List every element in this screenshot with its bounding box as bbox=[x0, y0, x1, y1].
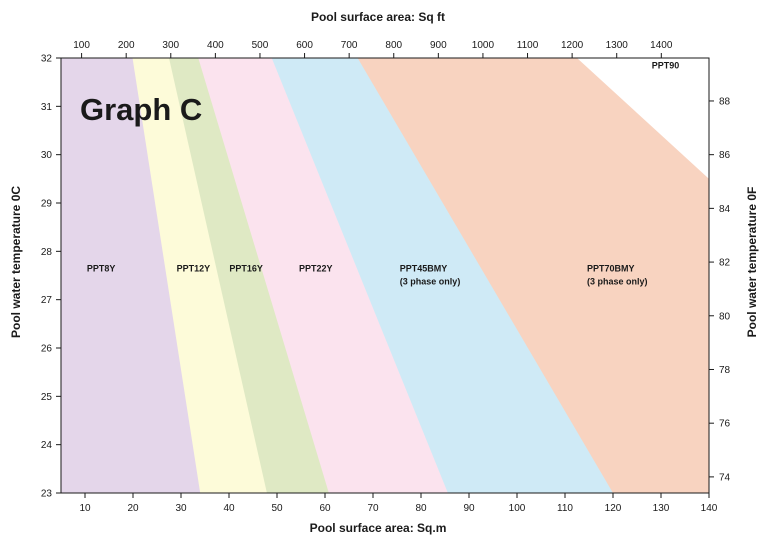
region-ppt90 bbox=[577, 58, 709, 179]
left-tick-label: 25 bbox=[41, 392, 53, 403]
top-tick-label: 100 bbox=[73, 40, 90, 51]
right-axis-title: Pool water temperature 0F bbox=[745, 187, 759, 338]
region-label-ppt8y: PPT8Y bbox=[87, 264, 116, 274]
right-tick-label: 82 bbox=[719, 258, 731, 269]
bottom-tick-label: 40 bbox=[223, 503, 235, 514]
left-axis-ticks: 23 24 25 26 27 28 29 30 31 32 bbox=[41, 54, 61, 500]
right-tick-label: 86 bbox=[719, 150, 731, 161]
top-tick-label: 600 bbox=[296, 40, 313, 51]
top-axis-ticks: 100 200 300 400 500 600 700 800 900 1000 1100 1200 1… bbox=[73, 40, 673, 58]
bottom-axis-ticks: 10 20 30 40 50 60 70 80 90 100 110 120 130 140 bbox=[79, 493, 718, 514]
left-tick-label: 32 bbox=[41, 54, 53, 65]
region-labels: PPT8Y PPT12Y PPT16Y PPT22Y PPT45BMY (3 phase … bbox=[87, 61, 679, 287]
right-tick-label: 80 bbox=[719, 311, 731, 322]
region-label-ppt90: PPT90 bbox=[652, 61, 680, 71]
bottom-tick-label: 60 bbox=[319, 503, 331, 514]
bottom-tick-label: 30 bbox=[175, 503, 187, 514]
left-tick-label: 26 bbox=[41, 344, 53, 355]
region-note-ppt70bmy: (3 phase only) bbox=[587, 277, 648, 287]
left-tick-label: 31 bbox=[41, 102, 53, 113]
bottom-tick-label: 10 bbox=[79, 503, 91, 514]
top-tick-label: 200 bbox=[118, 40, 135, 51]
region-note-ppt45bmy: (3 phase only) bbox=[400, 277, 461, 287]
chart-title: Graph C bbox=[80, 92, 202, 127]
region-fills bbox=[61, 58, 709, 493]
right-tick-label: 88 bbox=[719, 96, 731, 107]
right-tick-label: 84 bbox=[719, 204, 731, 215]
top-tick-label: 800 bbox=[385, 40, 402, 51]
left-tick-label: 28 bbox=[41, 247, 53, 258]
bottom-tick-label: 120 bbox=[605, 503, 622, 514]
plot-frame bbox=[60, 57, 710, 494]
bottom-tick-label: 70 bbox=[367, 503, 379, 514]
region-label-ppt45bmy: PPT45BMY bbox=[400, 264, 448, 274]
top-tick-label: 1300 bbox=[606, 40, 629, 51]
left-tick-label: 29 bbox=[41, 199, 53, 210]
top-tick-label: 700 bbox=[341, 40, 358, 51]
top-tick-label: 400 bbox=[207, 40, 224, 51]
right-tick-label: 74 bbox=[719, 472, 731, 483]
bottom-tick-label: 140 bbox=[701, 503, 718, 514]
top-tick-label: 1000 bbox=[472, 40, 495, 51]
bottom-tick-label: 50 bbox=[271, 503, 283, 514]
left-tick-label: 30 bbox=[41, 150, 53, 161]
region-label-ppt12y: PPT12Y bbox=[177, 264, 211, 274]
top-tick-label: 1200 bbox=[561, 40, 584, 51]
left-tick-label: 23 bbox=[41, 489, 53, 500]
top-axis-title: Pool surface area: Sq ft bbox=[311, 10, 445, 24]
left-axis-title: Pool water temperature 0C bbox=[9, 186, 23, 338]
left-tick-label: 27 bbox=[41, 295, 53, 306]
bottom-tick-label: 130 bbox=[653, 503, 670, 514]
region-label-ppt22y: PPT22Y bbox=[299, 264, 333, 274]
bottom-axis-title: Pool surface area: Sq.m bbox=[310, 521, 447, 535]
right-tick-label: 78 bbox=[719, 365, 731, 376]
bottom-tick-label: 20 bbox=[127, 503, 139, 514]
right-tick-label: 76 bbox=[719, 419, 731, 430]
bottom-tick-label: 90 bbox=[463, 503, 475, 514]
bottom-tick-label: 110 bbox=[557, 503, 573, 514]
top-tick-label: 900 bbox=[430, 40, 447, 51]
right-axis-ticks: 74 76 78 80 82 84 86 88 bbox=[709, 96, 731, 483]
bottom-tick-label: 80 bbox=[415, 503, 427, 514]
region-label-ppt16y: PPT16Y bbox=[229, 264, 263, 274]
top-tick-label: 300 bbox=[162, 40, 179, 51]
left-tick-label: 24 bbox=[41, 440, 53, 451]
top-tick-label: 1400 bbox=[650, 40, 673, 51]
top-tick-label: 500 bbox=[252, 40, 269, 51]
region-label-ppt70bmy: PPT70BMY bbox=[587, 264, 635, 274]
top-tick-label: 1100 bbox=[517, 40, 539, 51]
region-ppt70bmy bbox=[357, 58, 709, 493]
bottom-tick-label: 100 bbox=[509, 503, 526, 514]
